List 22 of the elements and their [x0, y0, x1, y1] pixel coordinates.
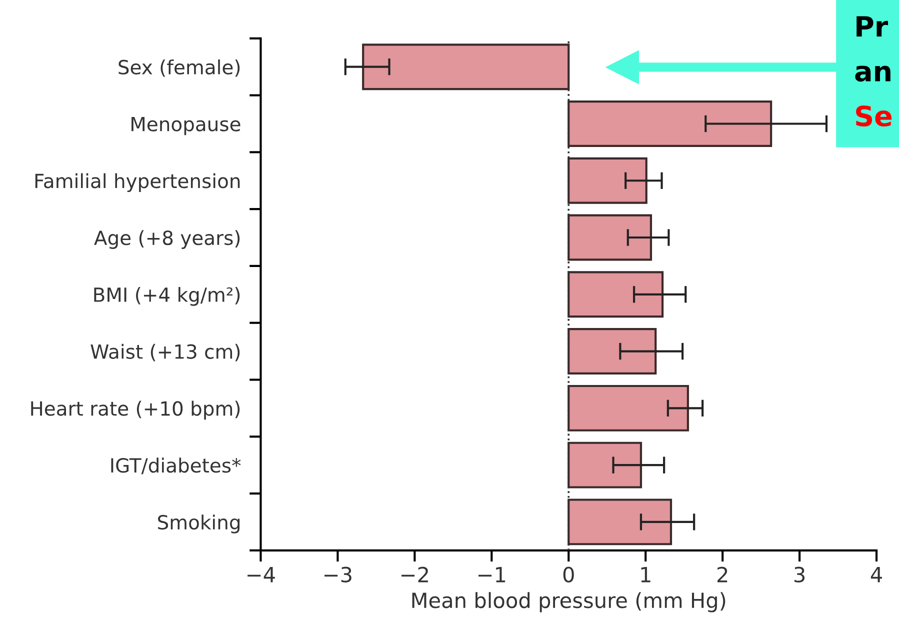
y-tick-label: IGT/diabetes*	[111, 458, 241, 474]
y-tick-label: Heart rate (+10 bpm)	[31, 400, 240, 420]
x-axis-title: Mean blood pressure (mm Hg)	[412, 592, 726, 612]
x-tick-label: −3	[324, 566, 352, 582]
y-tick-label: Familial hypertension	[35, 173, 240, 192]
y-tick-label: Menopause	[132, 116, 240, 136]
x-tick-label: 0	[563, 566, 574, 582]
x-tick-label: 4	[870, 567, 882, 582]
x-tick-label: −2	[402, 566, 428, 582]
text: Pr	[856, 16, 888, 36]
x-tick-label: −4	[248, 567, 275, 582]
y-tick-label: Waist (+13 cm)	[90, 344, 240, 362]
y-tick-label: Smoking	[158, 514, 240, 534]
y-tick-label: BMI (+4 kg/m²)	[94, 287, 240, 306]
x-tick-label: −1	[478, 567, 506, 582]
y-tick-label: Sex (female)	[118, 59, 240, 77]
x-tick-label: 2	[717, 566, 728, 582]
y-tick-label: Age (+8 years)	[94, 230, 240, 249]
x-tick-label: 1	[641, 567, 650, 582]
x-tick-label: 3	[794, 566, 805, 582]
annotation: an	[855, 66, 890, 82]
annotation: Se	[856, 105, 892, 126]
